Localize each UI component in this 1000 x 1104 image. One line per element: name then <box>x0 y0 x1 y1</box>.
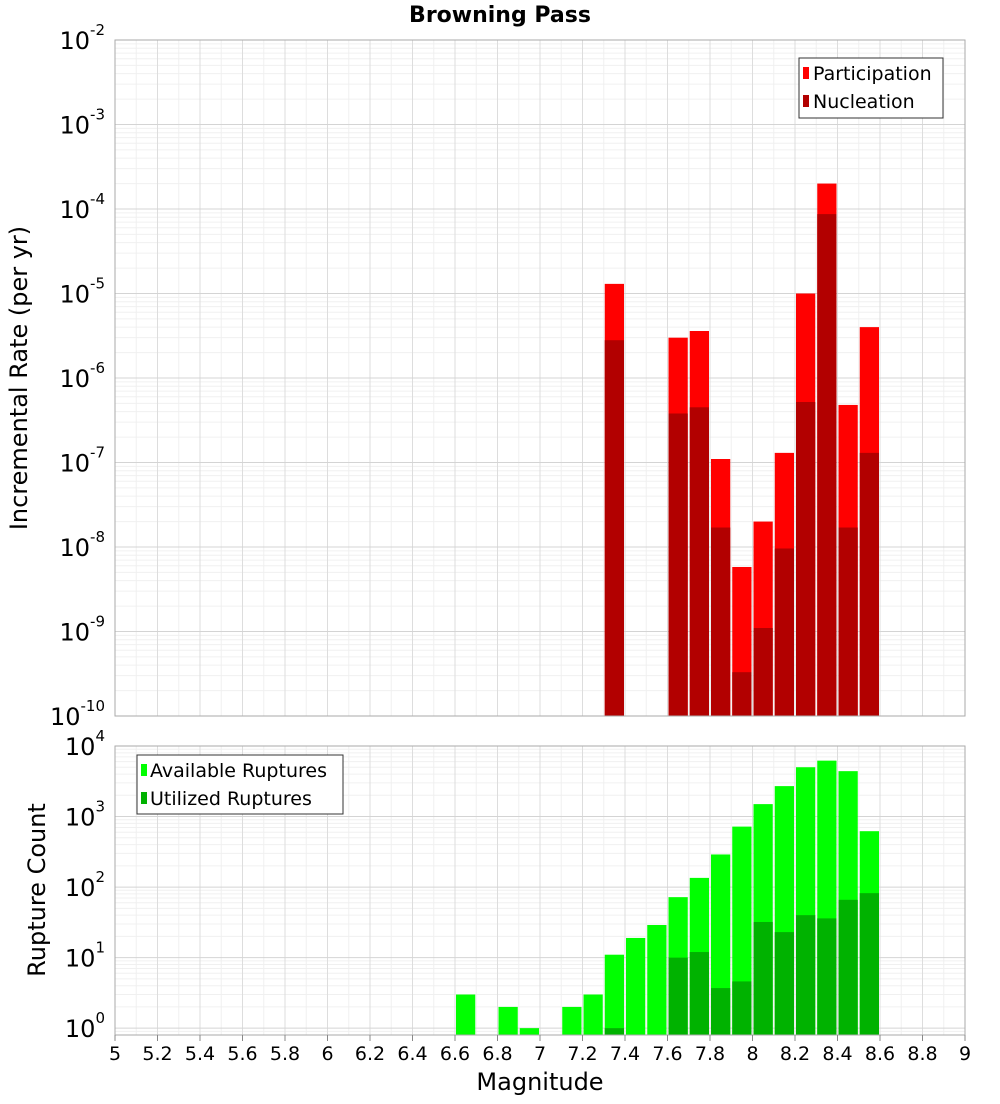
top-panel-frame <box>114 39 966 717</box>
x-tick-label: 5.4 <box>185 1043 215 1065</box>
legend-label-available: Available Ruptures <box>150 760 327 782</box>
x-tick-label: 6.8 <box>482 1043 512 1065</box>
bar-utilized-ruptures-8.15 <box>774 932 794 1035</box>
x-tick-label: 5.6 <box>227 1043 257 1065</box>
y-tick-label: 103 <box>65 798 105 832</box>
bar-utilized-ruptures-7.85 <box>711 988 731 1035</box>
legend-label-nucleation: Nucleation <box>813 91 915 113</box>
bar-nucleation-7.95 <box>732 672 752 716</box>
legend-swatch-utilized <box>141 792 147 804</box>
top-panel-y-ticks: 10-10 10-9 10-8 10-7 10-6 10-5 10-4 10-3 10-2 <box>50 21 105 731</box>
bar-nucleation-7.85 <box>711 527 731 716</box>
bar-utilized-ruptures-8.25 <box>796 915 816 1035</box>
legend-swatch-available <box>141 764 147 776</box>
bar-nucleation-8.25 <box>796 401 816 716</box>
bar-available-ruptures-6.95 <box>519 1028 539 1035</box>
bar-nucleation-8.05 <box>753 628 773 716</box>
y-tick-label: 102 <box>65 868 105 902</box>
x-tick-label: 5.2 <box>142 1043 172 1065</box>
bar-available-ruptures-7.35 <box>604 954 624 1035</box>
x-tick-label: 8.8 <box>907 1043 937 1065</box>
bottom-panel-y-ticks: 100 101 102 103 104 <box>65 727 105 1043</box>
bar-utilized-ruptures-7.65 <box>668 957 688 1035</box>
top-legend-box <box>798 57 944 119</box>
bottom-legend: Available Ruptures Utilized Ruptures <box>136 754 344 815</box>
bar-utilized-ruptures-8.55 <box>859 893 879 1035</box>
bar-utilized-ruptures-8.05 <box>753 921 773 1035</box>
bar-nucleation-7.65 <box>668 413 688 716</box>
y-tick-label: 10-3 <box>59 106 105 140</box>
x-tick-label: 6.6 <box>440 1043 470 1065</box>
top-y-axis-label: Incremental Rate (per yr) <box>5 226 33 530</box>
x-tick-label: 8.2 <box>780 1043 810 1065</box>
bottom-y-axis-label: Rupture Count <box>23 803 51 977</box>
y-tick-label: 101 <box>65 939 105 973</box>
bar-nucleation-8.35 <box>817 214 837 716</box>
x-tick-label: 5.8 <box>270 1043 300 1065</box>
x-tick-label: 7 <box>534 1043 546 1065</box>
chart-title: Browning Pass <box>409 3 591 28</box>
bar-utilized-ruptures-7.75 <box>689 952 709 1035</box>
bar-utilized-ruptures-8.45 <box>838 899 858 1035</box>
x-tick-label: 7.4 <box>610 1043 640 1065</box>
bar-available-ruptures-7.25 <box>583 994 603 1035</box>
legend-label-participation: Participation <box>813 63 932 85</box>
y-tick-label: 10-2 <box>59 21 105 55</box>
bar-available-ruptures-7.55 <box>647 925 667 1035</box>
x-tick-label: 7.2 <box>567 1043 597 1065</box>
bottom-legend-box <box>136 754 344 815</box>
y-tick-label: 10-5 <box>59 275 105 309</box>
x-tick-label: 8.4 <box>822 1043 852 1065</box>
bar-nucleation-8.55 <box>859 452 879 716</box>
bar-nucleation-8.45 <box>838 527 858 716</box>
top-panel-bars <box>604 183 879 716</box>
x-tick-label: 7.6 <box>652 1043 682 1065</box>
y-tick-label: 10-6 <box>59 359 105 393</box>
y-tick-label: 104 <box>65 727 105 761</box>
y-tick-label: 10-7 <box>59 444 105 478</box>
bar-utilized-ruptures-7.35 <box>604 1028 624 1035</box>
x-tick-label: 6.2 <box>355 1043 385 1065</box>
legend-label-utilized: Utilized Ruptures <box>150 788 312 810</box>
bar-nucleation-8.15 <box>774 548 794 716</box>
y-tick-label: 10-10 <box>50 697 105 731</box>
bar-nucleation-7.75 <box>689 407 709 716</box>
bar-utilized-ruptures-8.35 <box>817 918 837 1035</box>
x-tick-label: 8 <box>746 1043 758 1065</box>
x-axis-label: Magnitude <box>476 1068 603 1096</box>
bar-available-ruptures-6.65 <box>456 994 476 1035</box>
bottom-panel-x-ticks: 5 5.2 5.4 5.6 5.8 6 6.2 6.4 6.6 6.8 7 7.2 7.4 7.6 7.8 8… <box>109 1035 971 1065</box>
x-tick-label: 5 <box>109 1043 121 1065</box>
x-tick-label: 6 <box>321 1043 333 1065</box>
bar-utilized-ruptures-7.95 <box>732 981 752 1035</box>
top-panel-grid <box>114 39 966 717</box>
bar-nucleation-7.35 <box>604 340 624 716</box>
top-legend: Participation Nucleation <box>798 57 944 119</box>
x-tick-label: 9 <box>959 1043 971 1065</box>
y-tick-label: 10-8 <box>59 528 105 562</box>
bar-available-ruptures-7.45 <box>626 937 646 1035</box>
legend-swatch-participation <box>803 67 809 79</box>
y-tick-label: 10-9 <box>59 613 105 647</box>
x-tick-label: 7.8 <box>695 1043 725 1065</box>
legend-swatch-nucleation <box>803 95 809 107</box>
y-tick-label: 10-4 <box>59 190 105 224</box>
bar-available-ruptures-7.15 <box>562 1006 582 1035</box>
x-tick-label: 6.4 <box>397 1043 427 1065</box>
y-tick-label: 100 <box>65 1009 105 1043</box>
bar-available-ruptures-6.85 <box>498 1006 518 1035</box>
x-tick-label: 8.6 <box>865 1043 895 1065</box>
bottom-panel-bars <box>456 760 879 1035</box>
